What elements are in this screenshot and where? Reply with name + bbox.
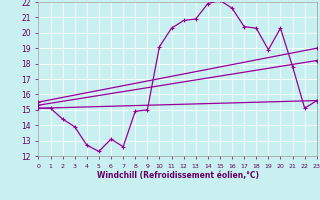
X-axis label: Windchill (Refroidissement éolien,°C): Windchill (Refroidissement éolien,°C): [97, 171, 259, 180]
